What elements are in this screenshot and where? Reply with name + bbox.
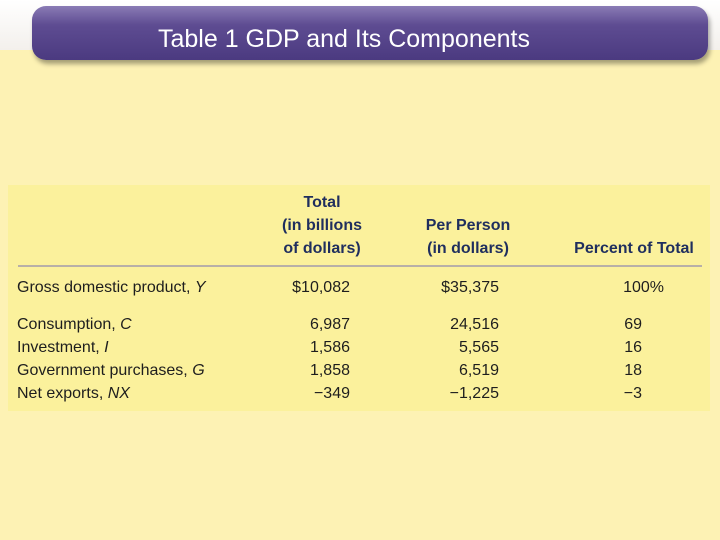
- cell-percent: 16: [624, 339, 642, 356]
- header-total-line-3: of dollars): [283, 240, 361, 257]
- cell-percent: −3: [623, 385, 642, 402]
- row-variable: I: [104, 339, 109, 356]
- cell-total: 6,987: [309, 316, 350, 333]
- row-label-text: Gross domestic product,: [17, 279, 195, 296]
- header-total-line-1: Total: [303, 194, 341, 211]
- row-variable: NX: [107, 385, 130, 402]
- header-per-person-line-2: (in dollars): [427, 240, 509, 257]
- header-per-person: Per Person (in dollars): [413, 214, 523, 260]
- cell-total: 1,586: [309, 339, 350, 356]
- row-label-text: Government purchases,: [17, 362, 193, 379]
- header-percent-line: Percent of Total: [574, 240, 694, 257]
- row-variable: G: [192, 362, 205, 379]
- row-label-government: Government purchases, G: [17, 359, 205, 382]
- slide-title: Table 1 GDP and Its Components: [158, 25, 530, 53]
- cell-per-person: 24,516: [450, 316, 499, 333]
- cell-percent: 18: [624, 362, 642, 379]
- title-bar: [32, 6, 708, 60]
- cell-total: $10,082: [292, 279, 350, 296]
- row-label-investment: Investment, I: [17, 336, 109, 359]
- row-variable: Y: [194, 279, 206, 296]
- row-label-text: Investment,: [17, 339, 105, 356]
- header-total-line-2: (in billions: [282, 217, 362, 234]
- cell-per-person: −1,225: [449, 385, 499, 402]
- row-label-text: Consumption,: [17, 316, 121, 333]
- cell-per-person: $35,375: [441, 279, 499, 296]
- cell-total: 1,858: [309, 362, 350, 379]
- row-variable: C: [120, 316, 132, 333]
- row-label-net-exports: Net exports, NX: [17, 382, 130, 405]
- row-label-text: Net exports,: [17, 385, 108, 402]
- header-percent: Percent of Total: [564, 237, 704, 260]
- cell-percent: 69: [624, 316, 642, 333]
- cell-per-person: 5,565: [458, 339, 499, 356]
- row-label-gdp: Gross domestic product, Y: [17, 276, 206, 299]
- cell-percent: 100%: [623, 279, 664, 296]
- cell-total: −349: [313, 385, 350, 402]
- cell-per-person: 6,519: [458, 362, 499, 379]
- row-label-consumption: Consumption, C: [17, 313, 132, 336]
- gdp-table: Total (in billions of dollars) Per Perso…: [8, 185, 710, 411]
- header-total: Total (in billions of dollars): [270, 191, 374, 260]
- header-per-person-line-1: Per Person: [425, 217, 511, 234]
- header-rule: [18, 265, 702, 267]
